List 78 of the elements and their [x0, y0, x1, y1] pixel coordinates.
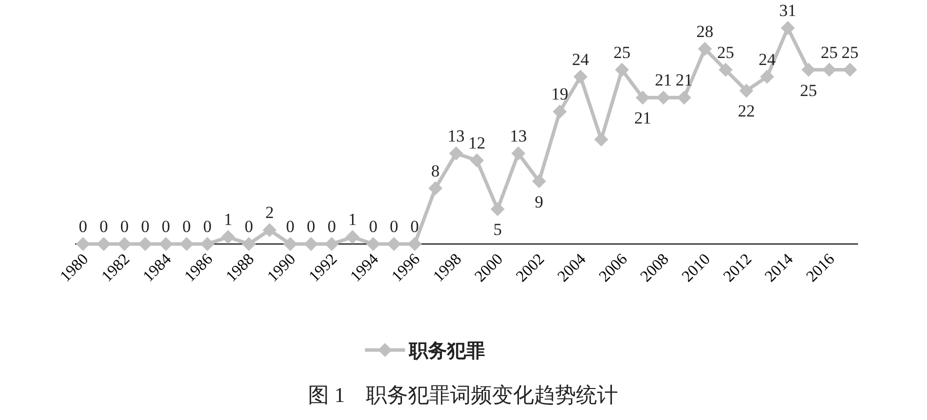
point	[594, 132, 608, 146]
data-label: 0	[162, 217, 170, 236]
data-label: 2	[265, 203, 274, 222]
point	[574, 70, 588, 84]
point	[180, 237, 194, 251]
point	[470, 153, 484, 168]
point	[760, 70, 774, 84]
data-label: 22	[738, 102, 755, 121]
data-label: 0	[182, 217, 191, 236]
point	[324, 237, 339, 251]
data-label: 0	[99, 217, 108, 236]
data-label: 9	[534, 192, 544, 212]
data-label: 0	[203, 217, 212, 236]
data-label: 0	[244, 217, 254, 236]
data-label: 13	[448, 126, 465, 146]
data-label: 0	[140, 217, 150, 236]
legend-label: 职务犯罪	[408, 341, 485, 362]
point	[366, 237, 380, 251]
legend: 职务犯罪	[365, 341, 485, 362]
point	[221, 230, 236, 244]
point	[345, 230, 360, 244]
point	[117, 237, 132, 251]
point	[552, 104, 567, 119]
data-label: 0	[390, 217, 398, 236]
point	[822, 62, 836, 77]
point	[739, 84, 754, 98]
point	[158, 237, 173, 251]
data-label: 0	[78, 217, 88, 236]
data-label: 0	[328, 217, 336, 236]
data-label: 25	[800, 80, 818, 100]
point	[656, 90, 670, 105]
data-label: 28	[696, 22, 714, 41]
point	[428, 181, 442, 196]
data-label: 21	[634, 108, 652, 128]
point	[304, 237, 318, 251]
point	[490, 202, 505, 216]
data-label: 31	[779, 1, 796, 20]
point	[698, 42, 712, 56]
data-label: 8	[431, 161, 440, 180]
point	[449, 146, 464, 160]
data-label: 0	[410, 217, 419, 236]
data-label: 0	[120, 217, 129, 236]
point	[780, 21, 795, 35]
point	[677, 90, 692, 105]
point	[532, 174, 546, 188]
point	[96, 237, 111, 251]
point	[262, 223, 277, 238]
data-label: 25	[820, 42, 838, 62]
point	[614, 62, 629, 77]
data-label: 0	[286, 217, 295, 236]
point	[718, 62, 733, 77]
point	[636, 90, 650, 105]
data-label: 12	[468, 133, 486, 152]
text: 图 1 职务犯罪词频变化趋势统计	[308, 383, 618, 407]
data-label: 19	[551, 84, 568, 104]
data-label: 21	[654, 70, 672, 90]
point	[843, 62, 857, 77]
data-label: 25	[717, 42, 734, 62]
point	[200, 237, 214, 251]
point	[76, 237, 90, 251]
data-label: 24	[758, 50, 776, 69]
data-label: 1	[348, 210, 357, 230]
data-label: 21	[676, 70, 693, 90]
data-label: 0	[306, 217, 316, 236]
data-label: 25	[842, 42, 858, 62]
point	[408, 237, 422, 251]
data-label: 1	[224, 210, 232, 230]
point	[138, 237, 152, 251]
data-label: 0	[368, 217, 378, 236]
point	[511, 146, 526, 160]
point	[802, 62, 816, 77]
point	[386, 237, 401, 251]
data-label: 5	[493, 220, 502, 240]
data-label: 25	[613, 42, 630, 62]
point	[242, 237, 256, 251]
data-label: 24	[572, 50, 590, 69]
data-label: 13	[510, 126, 527, 146]
point	[283, 237, 298, 251]
